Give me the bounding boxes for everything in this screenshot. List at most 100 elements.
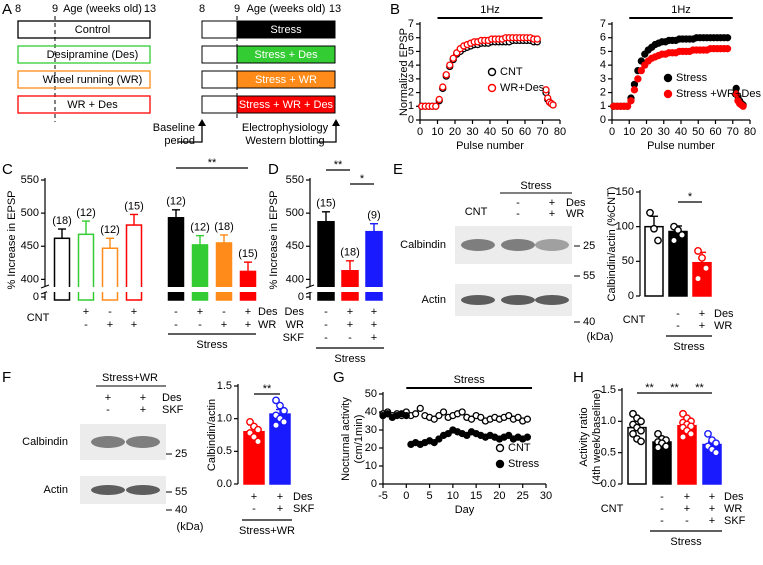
group-label: Stress+WR [239,525,295,537]
bar [341,270,359,301]
x-tick-label: 10 [623,126,635,138]
row-mark: - [660,491,664,503]
annotation: Stress [454,374,486,386]
data-point [432,102,440,110]
y-tick-label: 4 [408,59,414,71]
group-label: Stress [196,339,228,351]
legend-label: CNT [508,442,531,454]
x-tick-label: 20 [640,126,652,138]
condition-label: Desipramine (Des) [47,49,139,61]
y-tick-label: 0.5 [601,447,616,459]
band-label: Actin [44,484,68,496]
row-mark: + [709,491,715,503]
age-tick-label: 9 [234,3,240,15]
legend-marker [487,83,497,93]
y-axis-label: Nocturnal activity [340,397,352,481]
y-tick-label: 500 [21,207,39,219]
condition-box [236,70,336,89]
band-label: Calbindin [22,436,68,448]
row-mark: + [549,208,555,220]
control-label: CNT [27,312,50,324]
x-axis-label: Pulse number [456,140,524,152]
x-tick-label: 60 [519,126,531,138]
baseline-box [201,20,238,39]
arrow [318,124,337,143]
row-mark: + [684,503,690,515]
row-label: SKF [162,404,184,416]
y-tick-label: 400 [21,273,39,285]
x-tick-label: 60 [709,126,721,138]
condition-box [17,45,151,64]
marker-label: 55 [175,486,187,498]
data-point [650,224,658,233]
significance-label: ** [670,382,679,394]
y-tick-label: 6 [600,32,606,44]
y-axis-label: Calbindin/actin [206,399,218,471]
data-point [732,90,740,98]
endpoint-label: Western blotting [245,135,324,147]
row-mark: + [347,306,353,318]
panel-label: G [333,369,345,386]
panel-label: A [2,1,12,18]
row-label: Des [258,306,278,318]
data-point [739,102,747,110]
row-mark: - [516,197,520,209]
row-mark: - [198,319,202,331]
legend-marker [487,67,497,77]
row-mark: + [347,319,353,331]
endpoint-label: Electrophysiology [242,122,329,134]
n-label: (18) [52,215,72,227]
data-point [670,236,678,245]
data-point [694,274,702,283]
row-mark: + [709,515,715,527]
y-tick-label: 1.5 [601,384,616,396]
y-tick-label: 1.0 [217,413,232,425]
data-point [435,435,443,443]
row-mark: - [222,306,226,318]
legend-marker [495,459,505,469]
data-point [674,226,682,235]
x-tick-label: 10 [447,490,459,502]
condition-label: Stress + Des [254,49,318,61]
data-point [430,438,438,447]
row-mark: + [371,319,377,331]
legend-label: Stress [508,458,540,470]
axis-break [40,284,50,289]
row-mark: + [277,491,283,503]
x-tick-label: 40 [484,126,496,138]
y-tick-label: 20 [365,442,377,454]
y-tick-label: 50 [365,388,377,400]
x-tick-label: 20 [493,490,505,502]
data-point [637,417,645,426]
significance-label: ** [208,157,217,169]
data-point [505,431,513,440]
blot-band [535,239,569,251]
data-point [416,404,424,413]
y-tick-label: 0 [371,478,377,490]
row-mark: + [371,332,377,344]
y-tick-label: 1 [408,100,414,112]
group-label: Stress [673,341,705,353]
row-mark: + [140,392,146,404]
data-point [704,429,712,438]
condition-label: Stress + WR + Des [239,99,334,111]
marker-label: 25 [583,240,595,252]
y-tick-label: 10 [365,460,377,472]
data-point [523,433,532,441]
age-tick-label: 8 [15,3,21,15]
data-point [442,71,450,79]
data-point [254,437,262,446]
data-point [280,406,288,415]
data-point [435,411,443,420]
x-tick-label: 50 [692,126,704,138]
y-tick-label: 0.0 [217,478,232,490]
band-label: Actin [422,294,446,306]
x-tick-label: 0 [417,126,423,138]
y-tick-label: 2 [408,86,414,98]
arrow-head [198,119,206,126]
x-tick-label: 50 [501,126,513,138]
x-tick-label: 80 [744,126,756,138]
condition-label: Stress + WR [255,74,317,86]
y-tick-label: 2 [600,86,606,98]
row-mark: + [245,306,251,318]
